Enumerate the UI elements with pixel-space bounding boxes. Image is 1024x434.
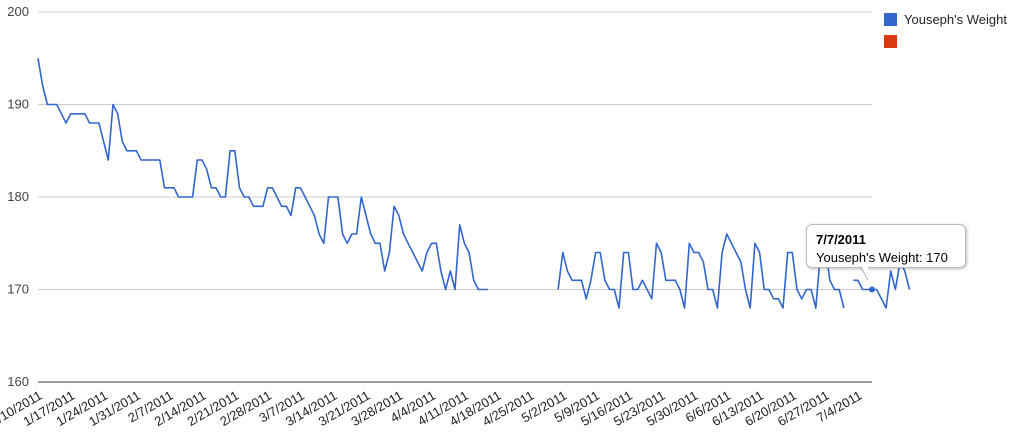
y-tick-label: 160 [7,374,29,389]
legend: Youseph's Weight [884,8,1007,52]
legend-entry-unnamed[interactable] [884,30,1007,52]
chart-grid [38,11,872,383]
highlighted-point[interactable] [869,286,875,293]
y-axis-labels: 200 190 180 170 160 [7,4,29,389]
x-axis-labels: 1/10/20111/17/20111/24/20111/31/20112/7/… [0,388,864,429]
series-line-weight [37,58,911,309]
tooltip-tail-inner [861,266,868,279]
y-tick-label: 170 [7,282,29,297]
y-tick-label: 180 [7,189,29,204]
y-tick-label: 190 [7,97,29,112]
legend-swatch-weight [884,12,897,26]
legend-entry-weight[interactable]: Youseph's Weight [884,8,1007,30]
legend-label-weight: Youseph's Weight [904,11,1007,27]
tooltip: 7/7/2011 Youseph's Weight: 170 [806,224,966,268]
tooltip-value: Youseph's Weight: 170 [816,250,948,265]
tooltip-date: 7/7/2011 [816,232,866,247]
y-tick-label: 200 [7,4,29,19]
legend-swatch-unnamed [884,34,897,48]
series-group [37,58,911,309]
